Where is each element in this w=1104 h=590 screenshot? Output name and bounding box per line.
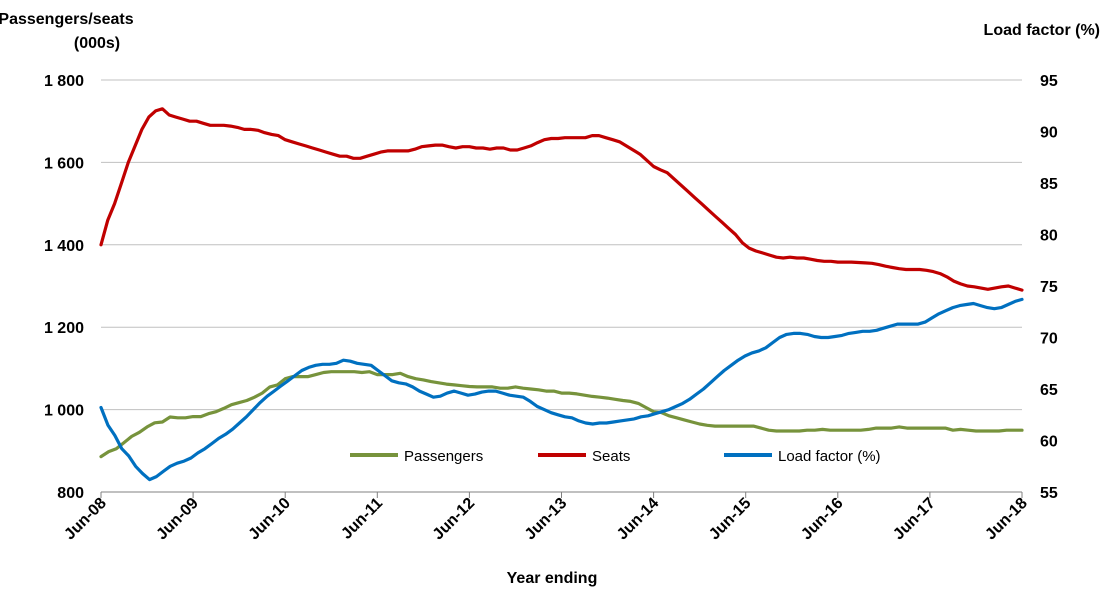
legend-label-seats: Seats	[592, 448, 630, 465]
x-axis-title: Year ending	[507, 570, 598, 587]
x-tick-label: Jun-11	[338, 495, 386, 543]
y-right-tick-label: 90	[1040, 125, 1058, 142]
y-left-tick-label: 1 200	[44, 320, 84, 337]
y-left-tick-label: 1 000	[44, 403, 84, 420]
left-axis-title-line-2: (000s)	[74, 35, 120, 52]
gridlines	[101, 79, 1022, 411]
series-lines	[99, 107, 1024, 482]
y-left-tick-label: 1 400	[44, 238, 84, 255]
load-factor-line	[99, 297, 1024, 482]
y-right-tick-label: 85	[1040, 176, 1058, 193]
y-right-tick-label: 65	[1040, 382, 1058, 399]
y-right-tick-label: 75	[1040, 279, 1058, 296]
x-tick-label: Jun-18	[982, 495, 1031, 544]
y-right-tick-label: 80	[1040, 228, 1058, 245]
legend: Passengers Seats Load factor (%)	[350, 448, 881, 465]
y-right-tick-label: 60	[1040, 434, 1058, 451]
axes: 800 1 000 1 200 1 400 1 600 1 800 55 60 65 70 75 80…	[44, 73, 1058, 543]
y-left-tick-label: 800	[57, 485, 84, 502]
y-right-tick-label: 70	[1040, 331, 1058, 348]
seats-line	[99, 107, 1024, 292]
left-axis-title-line-1: Passengers/seats	[0, 11, 134, 28]
x-tick-label: Jun-14	[614, 495, 663, 544]
y-left-tick-label: 1 800	[44, 73, 84, 90]
passengers-line	[99, 370, 1024, 459]
y-right-tick-label: 55	[1040, 485, 1058, 502]
x-tick-label: Jun-09	[153, 495, 202, 544]
legend-label-load-factor: Load factor (%)	[778, 448, 881, 465]
right-axis-title: Load factor (%)	[984, 22, 1100, 39]
y-right-tick-label: 95	[1040, 73, 1058, 90]
legend-label-passengers: Passengers	[404, 448, 483, 465]
x-tick-label: Jun-13	[522, 495, 571, 544]
y-left-tick-label: 1 600	[44, 155, 84, 172]
x-tick-label: Jun-15	[706, 495, 755, 544]
x-tick-label: Jun-10	[246, 495, 295, 544]
x-tick-label: Jun-12	[430, 495, 479, 544]
x-tick-label: Jun-16	[798, 495, 847, 544]
x-tick-label: Jun-17	[890, 495, 939, 544]
x-tick-label: Jun-08	[61, 495, 110, 544]
